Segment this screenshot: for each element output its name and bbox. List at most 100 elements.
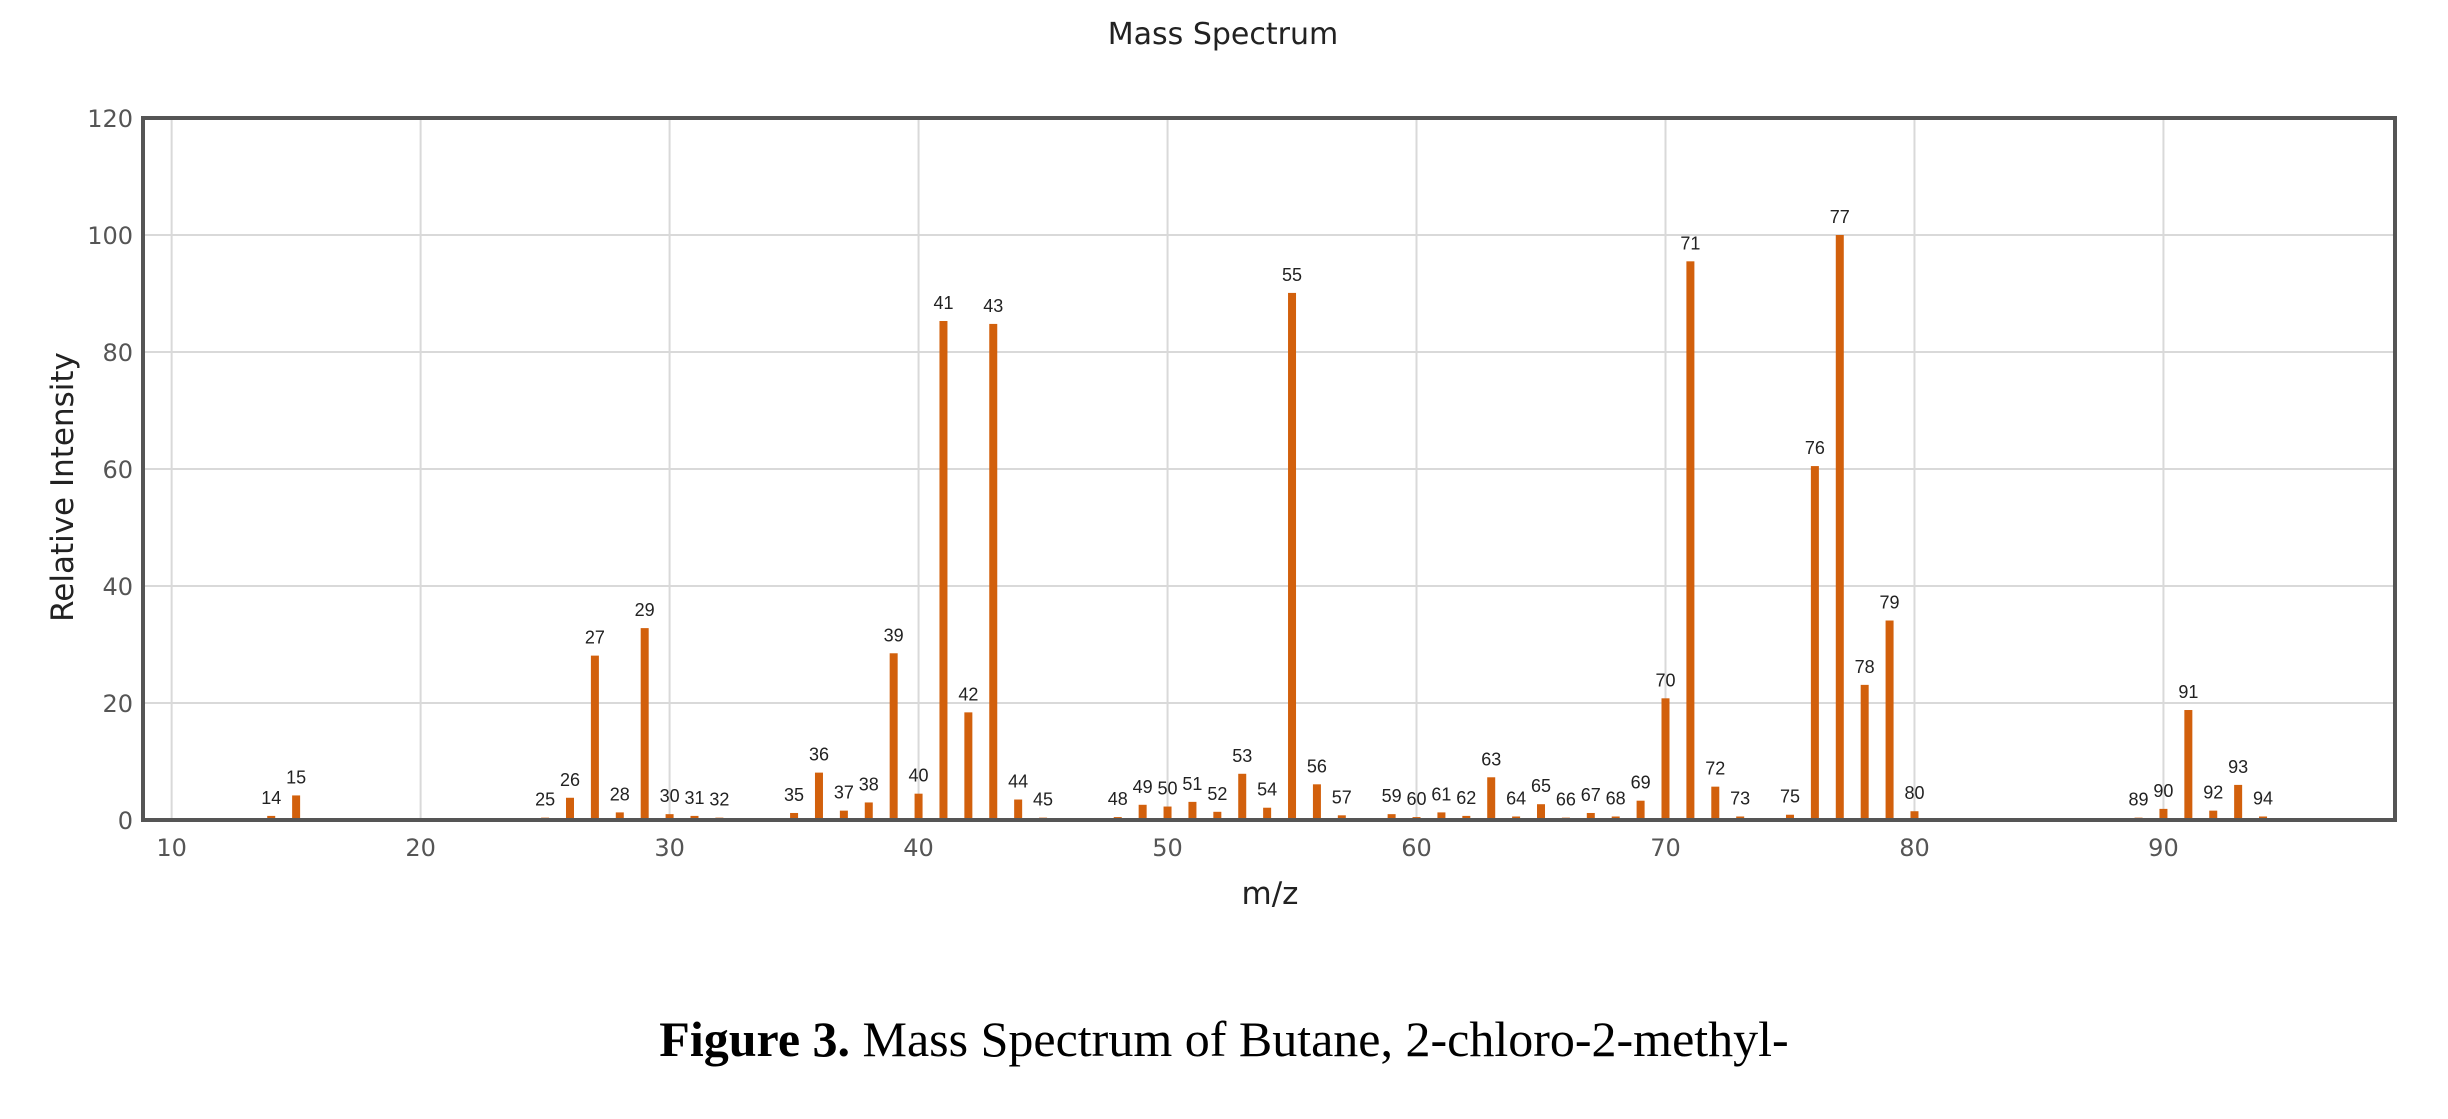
- y-tick-label: 40: [102, 573, 133, 601]
- y-tick-label: 120: [87, 105, 133, 133]
- plot-frame: [141, 116, 2397, 822]
- peak-bar: [1537, 804, 1546, 820]
- peak-label: 31: [684, 788, 704, 808]
- peak-bar: [864, 802, 873, 820]
- peak-bar: [1188, 801, 1197, 820]
- peak-bar: [615, 812, 624, 820]
- peak-bar: [1636, 800, 1645, 820]
- x-tick-label: 70: [1650, 834, 1681, 862]
- peak-bar: [1437, 812, 1446, 820]
- peak-label: 26: [560, 770, 580, 790]
- peak-bar: [2209, 810, 2218, 820]
- peak-bar: [1711, 786, 1720, 820]
- peak-bar: [1163, 806, 1172, 820]
- peak-bar: [690, 815, 699, 820]
- peak-label: 49: [1133, 777, 1153, 797]
- chart-title: Mass Spectrum: [1108, 17, 1338, 52]
- peak-bar: [1213, 811, 1222, 820]
- peak-label: 39: [884, 625, 904, 645]
- x-tick-label: 30: [654, 834, 685, 862]
- x-tick-label: 10: [156, 834, 187, 862]
- peak-label: 60: [1407, 789, 1427, 809]
- peak-label: 94: [2253, 788, 2273, 808]
- peak-bar: [1686, 261, 1695, 820]
- peak-label: 64: [1506, 788, 1526, 808]
- figure-caption-label: Figure 3.: [659, 1011, 851, 1067]
- peak-label: 25: [535, 790, 555, 810]
- peak-bar: [1138, 804, 1147, 820]
- x-tick-label: 20: [405, 834, 436, 862]
- peak-bar: [939, 320, 948, 820]
- peak-bar: [1288, 292, 1297, 820]
- peak-bar: [665, 814, 674, 820]
- peak-bar: [1014, 799, 1023, 820]
- peak-label: 61: [1431, 784, 1451, 804]
- peak-bar: [839, 810, 848, 820]
- figure-caption-text: Mass Spectrum of Butane, 2-chloro-2-meth…: [850, 1011, 1789, 1067]
- peak-bar: [1337, 815, 1346, 820]
- y-axis-title: Relative Intensity: [45, 352, 81, 622]
- peak-label: 76: [1805, 438, 1825, 458]
- peak-label: 36: [809, 745, 829, 765]
- peak-label: 62: [1456, 788, 1476, 808]
- peak-label: 53: [1232, 746, 1252, 766]
- peak-label: 50: [1158, 779, 1178, 799]
- peak-label: 41: [933, 293, 953, 313]
- x-axis-title: m/z: [1242, 876, 1299, 912]
- x-tick-label: 90: [2148, 834, 2179, 862]
- peak-label: 30: [660, 786, 680, 806]
- peak-bar: [1586, 812, 1595, 820]
- x-tick-label: 80: [1899, 834, 1930, 862]
- peak-bar: [814, 772, 823, 820]
- peak-label: 44: [1008, 772, 1028, 792]
- peak-label: 45: [1033, 790, 1053, 810]
- peak-bar: [292, 795, 301, 820]
- peak-label: 54: [1257, 780, 1277, 800]
- peak-bar: [1312, 784, 1321, 820]
- peak-label: 48: [1108, 789, 1128, 809]
- peak-label: 90: [2153, 781, 2173, 801]
- peak-bar: [1910, 811, 1919, 820]
- peak-bar: [2234, 784, 2243, 820]
- peak-label: 75: [1780, 787, 1800, 807]
- x-tick-labels: 10 20 30 40 50 60 70 80 90: [156, 834, 2178, 862]
- peak-label: 78: [1855, 657, 1875, 677]
- peak-label: 59: [1382, 786, 1402, 806]
- peak-label: 65: [1531, 776, 1551, 796]
- peak-label: 63: [1481, 749, 1501, 769]
- peak-label: 80: [1904, 783, 1924, 803]
- peak-label: 56: [1307, 756, 1327, 776]
- peak-label: 71: [1680, 233, 1700, 253]
- y-tick-labels: 0 20 40 60 80 100 120: [87, 105, 133, 835]
- y-tick-label: 20: [102, 690, 133, 718]
- peak-label: 66: [1556, 790, 1576, 810]
- peak-bar: [1387, 814, 1396, 820]
- peak-label: 35: [784, 785, 804, 805]
- peak-bar: [640, 628, 649, 820]
- y-tick-label: 60: [102, 456, 133, 484]
- peak-label: 37: [834, 783, 854, 803]
- peak-label: 57: [1332, 787, 1352, 807]
- bars: [267, 235, 2268, 820]
- peak-label: 27: [585, 628, 605, 648]
- peak-bar: [914, 793, 923, 820]
- peak-bar: [565, 797, 574, 820]
- peak-bar: [1885, 620, 1894, 820]
- peak-label: 42: [958, 684, 978, 704]
- peak-label: 68: [1606, 788, 1626, 808]
- peak-bar: [1860, 684, 1869, 820]
- y-tick-label: 0: [118, 807, 133, 835]
- peak-label: 43: [983, 296, 1003, 316]
- x-tick-label: 40: [903, 834, 934, 862]
- peak-label: 32: [709, 790, 729, 810]
- peak-label: 72: [1705, 759, 1725, 779]
- peak-bar: [2184, 710, 2193, 820]
- peak-label: 67: [1581, 785, 1601, 805]
- peak-label: 51: [1182, 774, 1202, 794]
- peak-label: 77: [1830, 207, 1850, 227]
- peak-bar: [1661, 698, 1670, 820]
- peak-label: 55: [1282, 265, 1302, 285]
- peak-bar: [267, 815, 276, 820]
- peak-label: 73: [1730, 788, 1750, 808]
- y-tick-label: 100: [87, 222, 133, 250]
